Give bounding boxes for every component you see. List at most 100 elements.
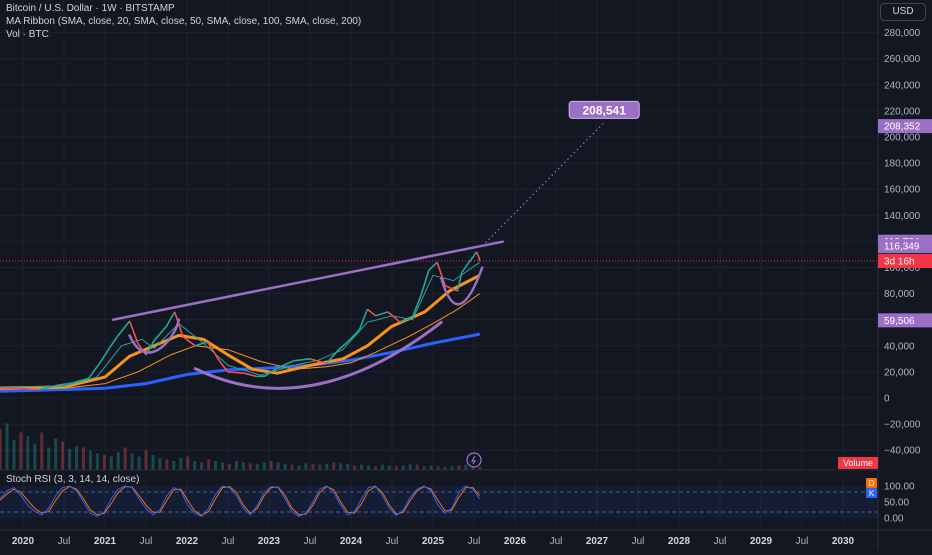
symbol-title[interactable]: Bitcoin / U.S. Dollar · 1W · BITSTAMP — [6, 3, 175, 14]
price-tick-label: 80,000 — [884, 289, 915, 300]
volume-bar — [214, 461, 217, 470]
price-candle — [167, 312, 175, 326]
price-badge-label: 59,506 — [884, 316, 915, 327]
volume-bar — [110, 457, 113, 471]
volume-bar — [464, 465, 467, 470]
volume-legend[interactable]: Vol · BTC — [6, 29, 49, 40]
volume-bar — [151, 455, 154, 470]
price-axis: −40,000−20,000020,00040,00060,00080,0001… — [838, 0, 932, 550]
volume-bar — [339, 463, 342, 470]
volume-bar — [103, 455, 106, 470]
price-candle — [294, 359, 310, 361]
volume-bar — [325, 464, 328, 470]
currency-button[interactable]: USD — [880, 3, 926, 21]
volume-bar — [82, 448, 85, 471]
price-tick-label: 280,000 — [884, 28, 921, 39]
price-candle — [470, 256, 474, 261]
price-tick-label: −20,000 — [884, 420, 921, 431]
volume-bar — [235, 461, 238, 470]
volume-bar — [61, 442, 64, 471]
countdown-label: 3d 16h — [884, 256, 915, 267]
volume-bar — [270, 461, 273, 470]
volume-bar — [353, 466, 356, 471]
volume-bar — [291, 465, 294, 470]
projection-line — [482, 121, 605, 246]
stoch-rsi-legend[interactable]: Stoch RSI (3, 3, 14, 14, close) — [6, 474, 139, 485]
rsi-k-badge-label: K — [869, 489, 875, 498]
time-tick-label: Jul — [386, 536, 399, 547]
sma100-line — [0, 294, 480, 390]
ma-ribbon-legend[interactable]: MA Ribbon (SMA, close, 20, SMA, close, 5… — [6, 16, 361, 27]
price-candle — [462, 261, 470, 273]
stoch-rsi-pane — [0, 470, 932, 518]
time-tick-label: Jul — [550, 536, 563, 547]
volume-bar — [402, 466, 405, 471]
time-tick-label: 2023 — [258, 536, 281, 547]
volume-bar — [437, 466, 440, 470]
rsi-tick-label: 100.00 — [884, 482, 915, 493]
volume-bar — [5, 424, 8, 471]
volume-bar — [374, 466, 377, 470]
volume-bar — [131, 454, 134, 471]
left-cup-drawing — [130, 320, 179, 353]
volume-bar — [297, 466, 300, 471]
volume-bar — [117, 452, 120, 470]
price-tick-label: 220,000 — [884, 106, 921, 117]
price-candle — [479, 257, 480, 261]
volume-bar — [242, 463, 245, 471]
volume-bar — [165, 460, 168, 471]
sma50-line — [0, 275, 480, 388]
time-tick-label: Jul — [468, 536, 481, 547]
price-candle — [376, 312, 388, 316]
price-tick-label: 160,000 — [884, 185, 921, 196]
volume-bar — [450, 466, 453, 470]
volume-bar — [263, 463, 266, 471]
time-tick-label: 2029 — [750, 536, 773, 547]
volume-bar — [311, 464, 314, 470]
time-tick-label: 2030 — [832, 536, 855, 547]
price-tick-label: 20,000 — [884, 367, 915, 378]
volume-bar — [430, 466, 433, 471]
price-candle — [0, 388, 15, 389]
cup-drawing — [195, 322, 441, 388]
volume-bar — [33, 444, 36, 470]
volume-bar — [381, 465, 384, 470]
volume-bar — [228, 464, 231, 470]
price-candle — [458, 273, 462, 291]
volume-bar — [96, 454, 99, 471]
volume-tag: Volume — [843, 458, 873, 468]
price-candle — [347, 330, 359, 342]
volume-bar — [409, 464, 412, 470]
volume-bar — [138, 457, 141, 471]
time-tick-label: Jul — [796, 536, 809, 547]
price-tick-label: −40,000 — [884, 446, 921, 457]
price-candle — [367, 309, 375, 316]
volume-bar — [388, 466, 391, 471]
volume-bar — [318, 465, 321, 470]
volume-bar — [221, 463, 224, 471]
volume-bar — [367, 466, 370, 471]
volume-bar — [207, 460, 210, 471]
time-tick-label: Jul — [632, 536, 645, 547]
time-tick-label: 2026 — [504, 536, 527, 547]
time-tick-label: 2028 — [668, 536, 691, 547]
volume-bars — [0, 424, 481, 471]
volume-bar — [457, 466, 460, 471]
volume-bar — [179, 458, 182, 470]
time-tick-label: 2025 — [422, 536, 445, 547]
volume-bar — [26, 436, 29, 470]
price-candle — [109, 337, 117, 349]
price-candle — [117, 321, 129, 337]
volume-bar — [12, 440, 15, 470]
volume-bar — [416, 465, 419, 470]
price-tick-label: 0 — [884, 394, 890, 405]
volume-bar — [124, 448, 127, 471]
price-tick-label: 180,000 — [884, 159, 921, 170]
price-tick-label: 240,000 — [884, 80, 921, 91]
volume-bar — [0, 429, 2, 470]
price-tick-label: 200,000 — [884, 133, 921, 144]
volume-bar — [395, 466, 398, 470]
